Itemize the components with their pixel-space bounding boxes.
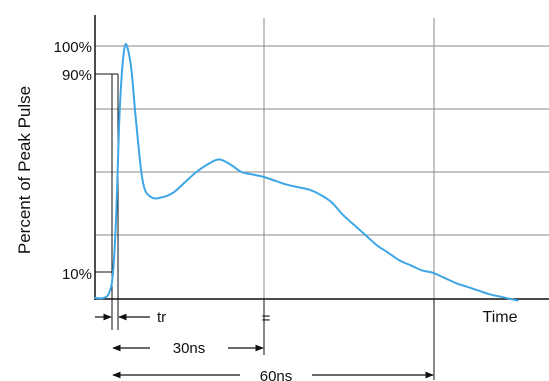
t30-label: 30ns [173,340,206,357]
t60-label: 60ns [260,368,293,381]
ytick-100: 100% [54,39,92,56]
pulse-series-line [94,43,519,302]
y-axis-label: Percent of Peak Pulse [15,86,34,254]
tr-label: tr [157,309,166,326]
x-axis-label: Time [483,309,518,326]
ytick-90: 90% [62,67,92,84]
grid [95,18,549,298]
ytick-10: 10% [62,266,92,283]
equals-label: = [262,310,271,327]
